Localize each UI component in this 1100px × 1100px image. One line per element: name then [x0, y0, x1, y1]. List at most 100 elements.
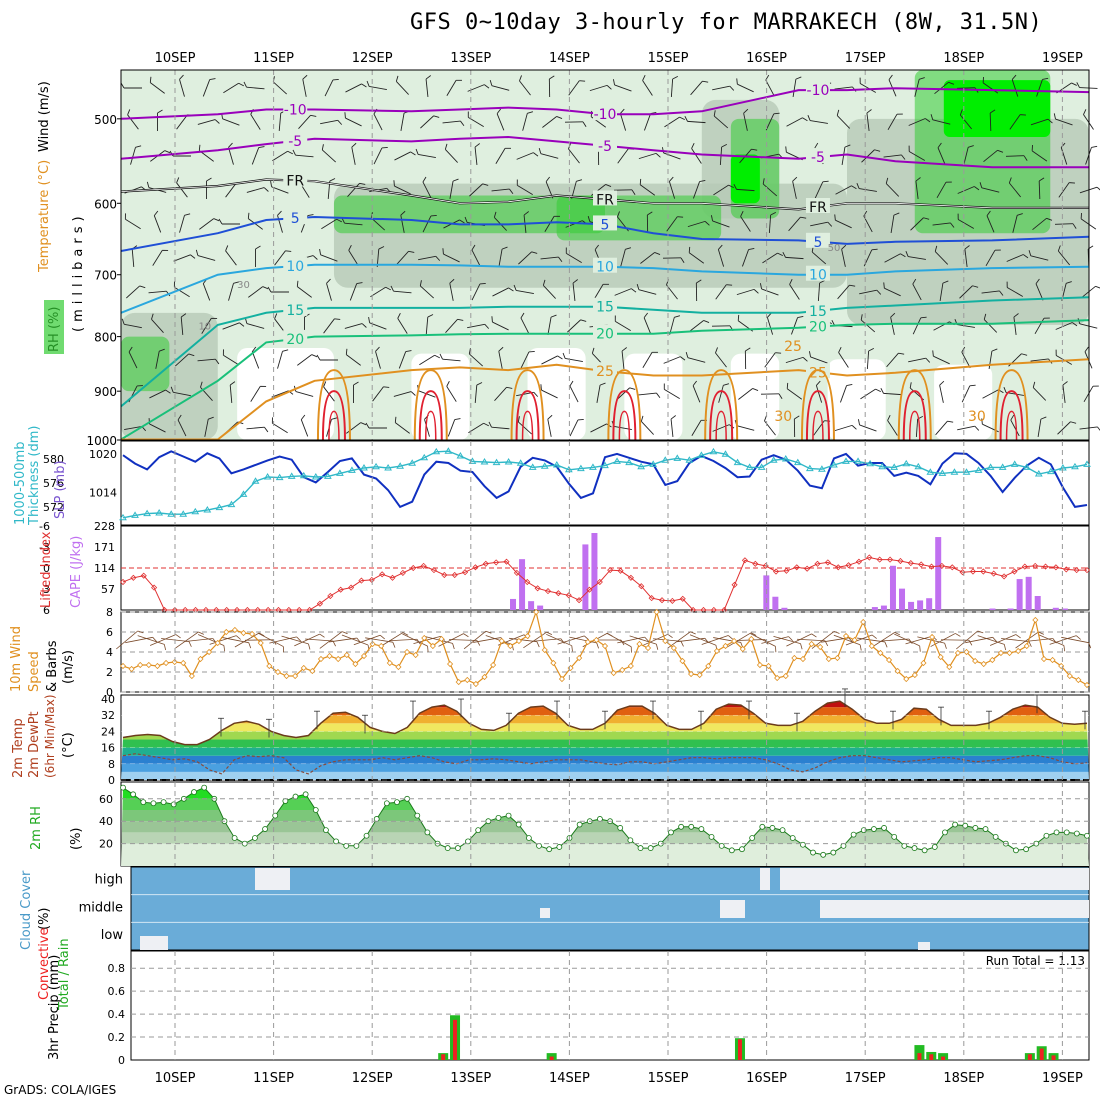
- barb-flag: [449, 278, 455, 284]
- surface-wind-barb: [319, 631, 348, 649]
- isotherm-label: 25: [809, 365, 827, 381]
- barb-shaft: [491, 188, 510, 192]
- lifted-index-point: [503, 558, 510, 565]
- thickness-point: [131, 511, 139, 518]
- barb-shaft: [568, 80, 580, 96]
- barb-shaft: [173, 391, 191, 397]
- wind-barb: [223, 82, 245, 94]
- wind-barb: [935, 420, 954, 436]
- barb-shaft: [965, 636, 993, 644]
- wind-barb: [176, 177, 188, 198]
- lifted-tick: 3: [43, 583, 50, 596]
- wind-barb: [151, 313, 164, 333]
- barb-flag: [151, 313, 154, 320]
- barb-flag: [310, 114, 317, 117]
- wind-barb: [1035, 278, 1044, 301]
- barb-shaft: [209, 635, 237, 645]
- barb-flag: [591, 347, 595, 354]
- barb-flag: [785, 146, 787, 153]
- barb-shaft: [393, 290, 412, 294]
- barb-shaft: [422, 181, 432, 199]
- wind-barb: [733, 183, 755, 192]
- barb-flag: [137, 630, 144, 634]
- wind-barb: [179, 74, 185, 97]
- barb-flag: [405, 350, 412, 353]
- wind-barb: [782, 251, 804, 260]
- thickness-point: [372, 462, 380, 470]
- wind-barb: [540, 256, 563, 262]
- barb-shaft: [373, 113, 383, 131]
- barb-shaft: [915, 181, 919, 199]
- barb-shaft: [320, 119, 338, 125]
- thickness-point: [444, 447, 453, 454]
- barb-shaft: [516, 289, 534, 295]
- barb-flag: [866, 109, 872, 114]
- barb-shaft: [344, 222, 363, 226]
- barb-shaft: [871, 632, 895, 648]
- rh-dry-patch: [827, 359, 886, 440]
- surface-wind-barb: [989, 634, 1021, 646]
- wind-barb: [670, 415, 676, 437]
- barb-flag: [789, 279, 793, 285]
- surface-wind-barb: [977, 635, 1007, 651]
- barb-shaft: [589, 84, 608, 92]
- barb-flag: [901, 154, 906, 160]
- cloud-clear-patch: [255, 868, 290, 890]
- wind-speed-point: [989, 656, 996, 664]
- surface-wind-barb: [463, 630, 492, 650]
- barb-shaft: [323, 318, 335, 334]
- barb-shaft: [197, 119, 216, 125]
- cloud-axis-label: Cloud Cover: [19, 870, 34, 950]
- isotherm-label: 15: [286, 303, 304, 319]
- wind-barb: [710, 215, 730, 228]
- wind-barb: [267, 286, 289, 293]
- barb-shaft: [963, 147, 969, 165]
- barb-shaft: [425, 79, 429, 97]
- barb-shaft: [519, 80, 531, 96]
- barb-flag: [875, 388, 881, 393]
- lifted-index-point: [627, 574, 634, 581]
- rh-wet-region: [121, 336, 170, 392]
- wind-speed-point: [817, 643, 824, 651]
- barb-flag: [321, 144, 324, 151]
- date-label-top: 14SEP: [549, 51, 590, 66]
- barb-shaft: [815, 385, 823, 403]
- precip-convective-bar: [929, 1054, 934, 1060]
- barb-shaft: [834, 86, 853, 90]
- barb-flag: [1013, 313, 1019, 318]
- wind-speed-point: [946, 663, 953, 671]
- barb-shaft: [743, 113, 748, 131]
- wind-speed-point: [782, 672, 789, 680]
- wind-speed-point: [636, 640, 643, 648]
- barb-flag: [617, 211, 620, 218]
- barb-flag: [819, 279, 826, 284]
- barb-flag: [300, 414, 306, 420]
- barb-shaft: [834, 424, 853, 432]
- wind-barb: [419, 280, 434, 299]
- barb-flag: [308, 643, 311, 650]
- wind-barb: [957, 186, 980, 194]
- wind-barb: [934, 245, 949, 265]
- wind-barb: [540, 384, 558, 399]
- barb-flag: [546, 631, 553, 636]
- wind-barb: [1006, 254, 1029, 262]
- wind-barb: [228, 281, 240, 301]
- humidity-point: [759, 823, 766, 830]
- isotherm-label: -5: [288, 134, 302, 150]
- barb-shaft: [866, 113, 870, 131]
- wind-barb: [373, 146, 388, 165]
- barb-flag: [365, 422, 370, 429]
- wind-barb: [934, 81, 955, 95]
- barb-shaft: [773, 635, 801, 645]
- barb-flag: [243, 81, 247, 88]
- barb-flag: [1003, 644, 1007, 651]
- barb-flag: [527, 111, 534, 114]
- barb-shaft: [148, 290, 167, 294]
- barb-flag: [175, 634, 181, 639]
- lifted-index-line: [122, 556, 1087, 611]
- wind-barb: [567, 319, 587, 333]
- barb-shaft: [124, 425, 142, 431]
- barb-shaft: [713, 184, 729, 196]
- surface-wind-barb: [1037, 634, 1066, 652]
- wind-tick: 8: [106, 606, 113, 619]
